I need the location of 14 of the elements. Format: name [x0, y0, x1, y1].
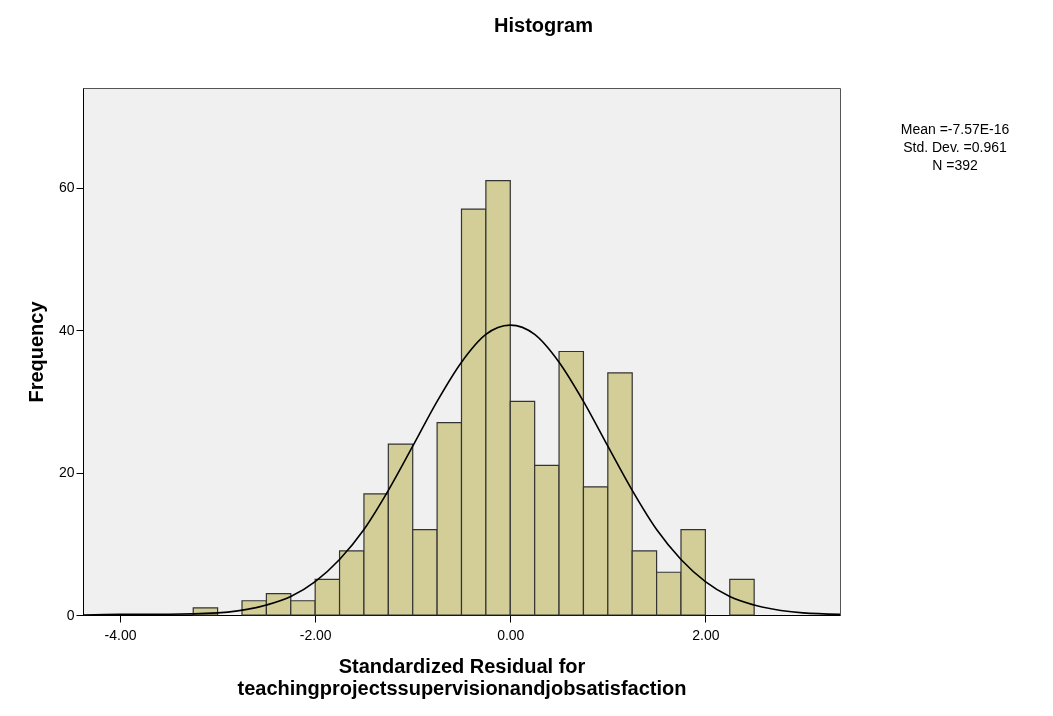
y-tick-label: 60 — [58, 179, 75, 196]
x-tick-label: 2.00 — [692, 626, 720, 643]
y-axis-title: Frequency — [24, 300, 47, 403]
y-tick-label: 20 — [58, 464, 75, 481]
text: Std. Dev. =0.961 — [903, 139, 1008, 155]
x-tick-label: -4.00 — [104, 626, 137, 643]
y-tick-label: 0 — [66, 606, 75, 623]
y-tick-label: 40 — [58, 321, 75, 338]
x-tick-label: 0.00 — [497, 626, 525, 643]
x-axis-title: Standardized Residual for teachingprojectssupervisionandjobsatisfaction — [237, 654, 687, 699]
chart-title: Histogram — [494, 14, 593, 36]
x-tick-label: -2.00 — [299, 626, 332, 643]
text: Mean =-7.57E-16 — [900, 121, 1010, 137]
text: N =392 — [932, 157, 978, 173]
